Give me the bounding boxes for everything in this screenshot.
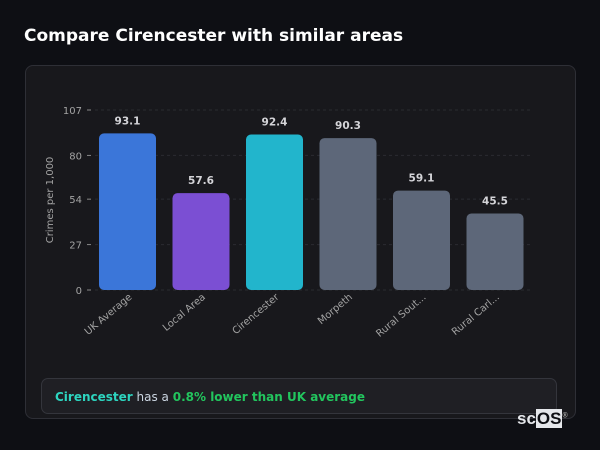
y-tick-label: 107 [63,106,82,117]
y-tick-label: 80 [69,151,82,162]
bar [393,190,450,290]
bar [319,138,377,290]
bar-value-label: 93.1 [115,115,141,127]
bar-value-label: 45.5 [482,195,508,207]
y-tick-label: 54 [69,195,82,206]
x-tick-label: Local Area [161,292,208,334]
area-name: Cirencester [55,390,133,404]
x-tick-label: Morpeth [316,292,355,327]
bar-value-label: 92.4 [262,117,288,129]
difference-highlight: 0.8% lower than UK average [172,390,365,404]
y-tick-label: 27 [69,241,82,252]
x-tick-label: Cirencester [231,291,283,337]
bar [466,213,524,290]
bar [246,134,303,290]
x-tick-label: Rural Sout... [374,292,428,340]
bar-value-label: 90.3 [335,120,361,132]
comparison-summary: Cirencester has a 0.8% lower than UK ave… [41,378,557,414]
summary-text: has a [132,390,173,404]
x-tick-label: Rural Carl... [450,292,502,338]
bar [172,193,230,290]
page-title: Compare Cirencester with similar areas [24,26,404,46]
scos-logo: scOS® [517,409,568,428]
y-tick-label: 0 [76,286,82,297]
x-tick-label: UK Average [83,292,135,338]
bar-value-label: 57.6 [188,175,214,187]
bar-value-label: 59.1 [409,173,435,185]
bar [99,133,156,290]
y-axis-label: Crimes per 1,000 [45,157,56,244]
